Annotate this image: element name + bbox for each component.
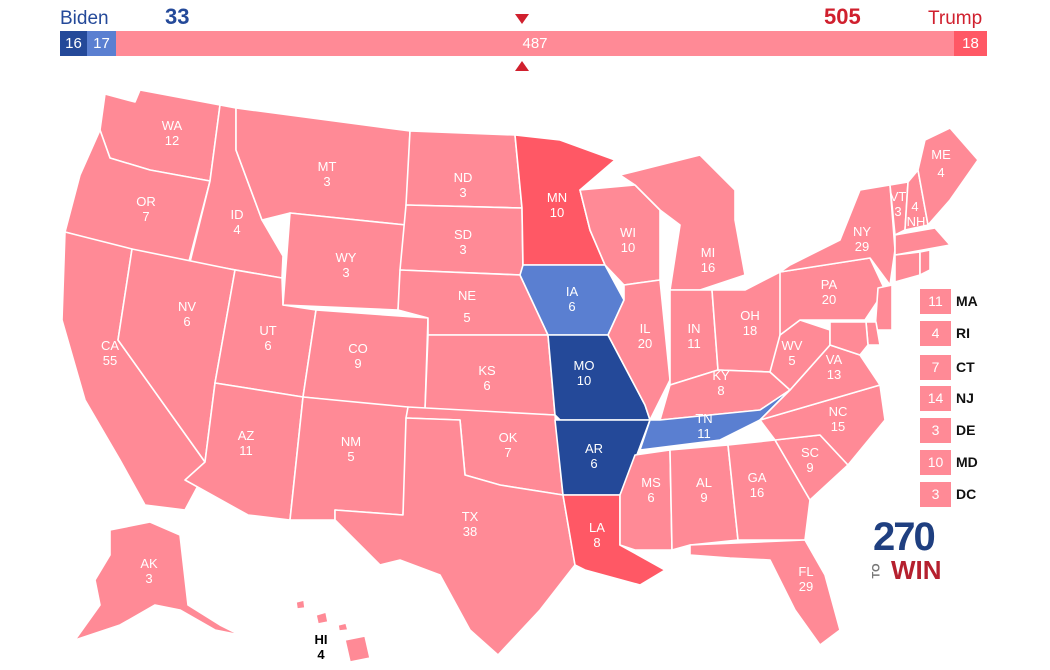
label-NH: 4 NH (907, 199, 926, 229)
label-LA: LA 8 (589, 520, 605, 550)
state-labels: WA 12 OR 7 CA 55 ID 4 NV 6 UT 6 AZ 11 MT 3 WY 3 C… (101, 118, 951, 594)
small-state-name-DC: DC (956, 486, 977, 502)
biden-total: 33 (165, 4, 190, 29)
electoral-bar: 16 17 487 18 (60, 31, 987, 56)
bar-segment-lean-rep[interactable]: 487 (116, 31, 954, 56)
small-state-name-MD: MD (956, 454, 978, 470)
trump-total: 505 (824, 4, 861, 29)
label-NV: NV 6 (178, 299, 196, 329)
state-IL[interactable] (607, 279, 671, 421)
small-state-name-RI: RI (956, 325, 970, 341)
small-state-box-MD[interactable]: 10 (920, 450, 951, 475)
label-ID: ID 4 (231, 207, 244, 237)
label-SD: SD 3 (454, 227, 472, 257)
label-WI: WI 10 (620, 225, 636, 255)
label-TN: TN 11 (695, 411, 712, 441)
label-VT: VT 3 (890, 189, 907, 219)
label-WA: WA 12 (162, 118, 183, 148)
state-HI-b[interactable] (315, 611, 329, 625)
label-OR: OR 7 (136, 194, 156, 224)
label-NC: NC 15 (829, 404, 848, 434)
bar-segment-safe-rep[interactable]: 18 (954, 31, 987, 56)
label-NE: NE 5 (458, 288, 476, 325)
biden-name: Biden (60, 8, 109, 29)
label-IN: IN 11 (687, 321, 701, 351)
small-state-box-DE[interactable]: 3 (920, 418, 951, 443)
label-PA: PA 20 (821, 277, 838, 307)
small-state-name-CT: CT (956, 359, 975, 375)
small-state-box-NJ[interactable]: 14 (920, 386, 951, 411)
label-MI: MI 16 (701, 245, 715, 275)
270towin-logo: 270 TO WIN (870, 515, 943, 585)
small-state-box-RI[interactable]: 4 (920, 321, 951, 346)
state-TX[interactable] (334, 417, 576, 656)
label-AK: AK 3 (140, 556, 158, 586)
state-CT[interactable] (894, 251, 921, 283)
label-MS: MS 6 (641, 475, 661, 505)
small-state-name-MA: MA (956, 293, 978, 309)
state-CO[interactable] (302, 309, 429, 411)
label-WV: WV 5 (782, 338, 803, 368)
label-WY: WY 3 (336, 250, 357, 280)
state-HI-c[interactable] (337, 622, 349, 632)
small-state-box-DC[interactable]: 3 (920, 482, 951, 507)
midpoint-marker-top (515, 14, 529, 24)
state-MD[interactable] (829, 321, 869, 356)
small-state-box-MA[interactable]: 11 (920, 289, 951, 314)
label-CA: CA 55 (101, 338, 119, 368)
label-MO: MO 10 (574, 358, 595, 388)
trump-name: Trump (928, 8, 983, 29)
label-KY: KY 8 (712, 368, 730, 398)
state-AL[interactable] (669, 444, 739, 551)
state-AK[interactable] (74, 521, 241, 641)
logo-to: TO (870, 563, 883, 579)
label-MT: MT 3 (318, 159, 337, 189)
small-state-name-DE: DE (956, 422, 976, 438)
label-IL: IL 20 (638, 321, 652, 351)
label-OH: OH 18 (740, 308, 760, 338)
label-IA: IA 6 (566, 284, 579, 314)
label-NY: NY 29 (853, 224, 871, 254)
label-KS: KS 6 (478, 363, 496, 393)
small-state-name-NJ: NJ (956, 390, 974, 406)
state-FL[interactable] (689, 539, 841, 646)
label-VA: VA 13 (826, 352, 843, 382)
label-AL: AL 9 (696, 475, 712, 505)
label-HI: HI 4 (314, 632, 328, 662)
label-ND: ND 3 (454, 170, 473, 200)
bar-segment-safe-dem[interactable]: 16 (60, 31, 87, 56)
label-FL: FL 29 (798, 564, 813, 594)
label-AR: AR 6 (585, 441, 603, 471)
label-MN: MN 10 (547, 190, 567, 220)
state-HI-a[interactable] (295, 599, 306, 610)
label-NM: NM 5 (341, 434, 361, 464)
label-CO: CO 9 (348, 341, 368, 371)
label-OK: OK 7 (499, 430, 518, 460)
label-UT: UT 6 (259, 323, 276, 353)
label-AZ: AZ 11 (238, 428, 255, 458)
state-MA[interactable] (894, 227, 951, 256)
label-SC: SC 9 (801, 445, 819, 475)
small-state-box-CT[interactable]: 7 (920, 355, 951, 380)
logo-number: 270 (873, 515, 936, 559)
label-TX: TX 38 (462, 509, 479, 539)
label-ME: ME 4 (931, 147, 951, 180)
label-GA: GA 16 (748, 470, 767, 500)
state-ME[interactable] (917, 127, 979, 226)
state-NJ[interactable] (874, 284, 893, 331)
bar-segment-lean-dem[interactable]: 17 (87, 31, 116, 56)
midpoint-marker-bottom (515, 61, 529, 71)
state-RI[interactable] (919, 249, 931, 276)
state-HI-d[interactable] (344, 635, 371, 663)
logo-win: WIN (891, 555, 942, 585)
